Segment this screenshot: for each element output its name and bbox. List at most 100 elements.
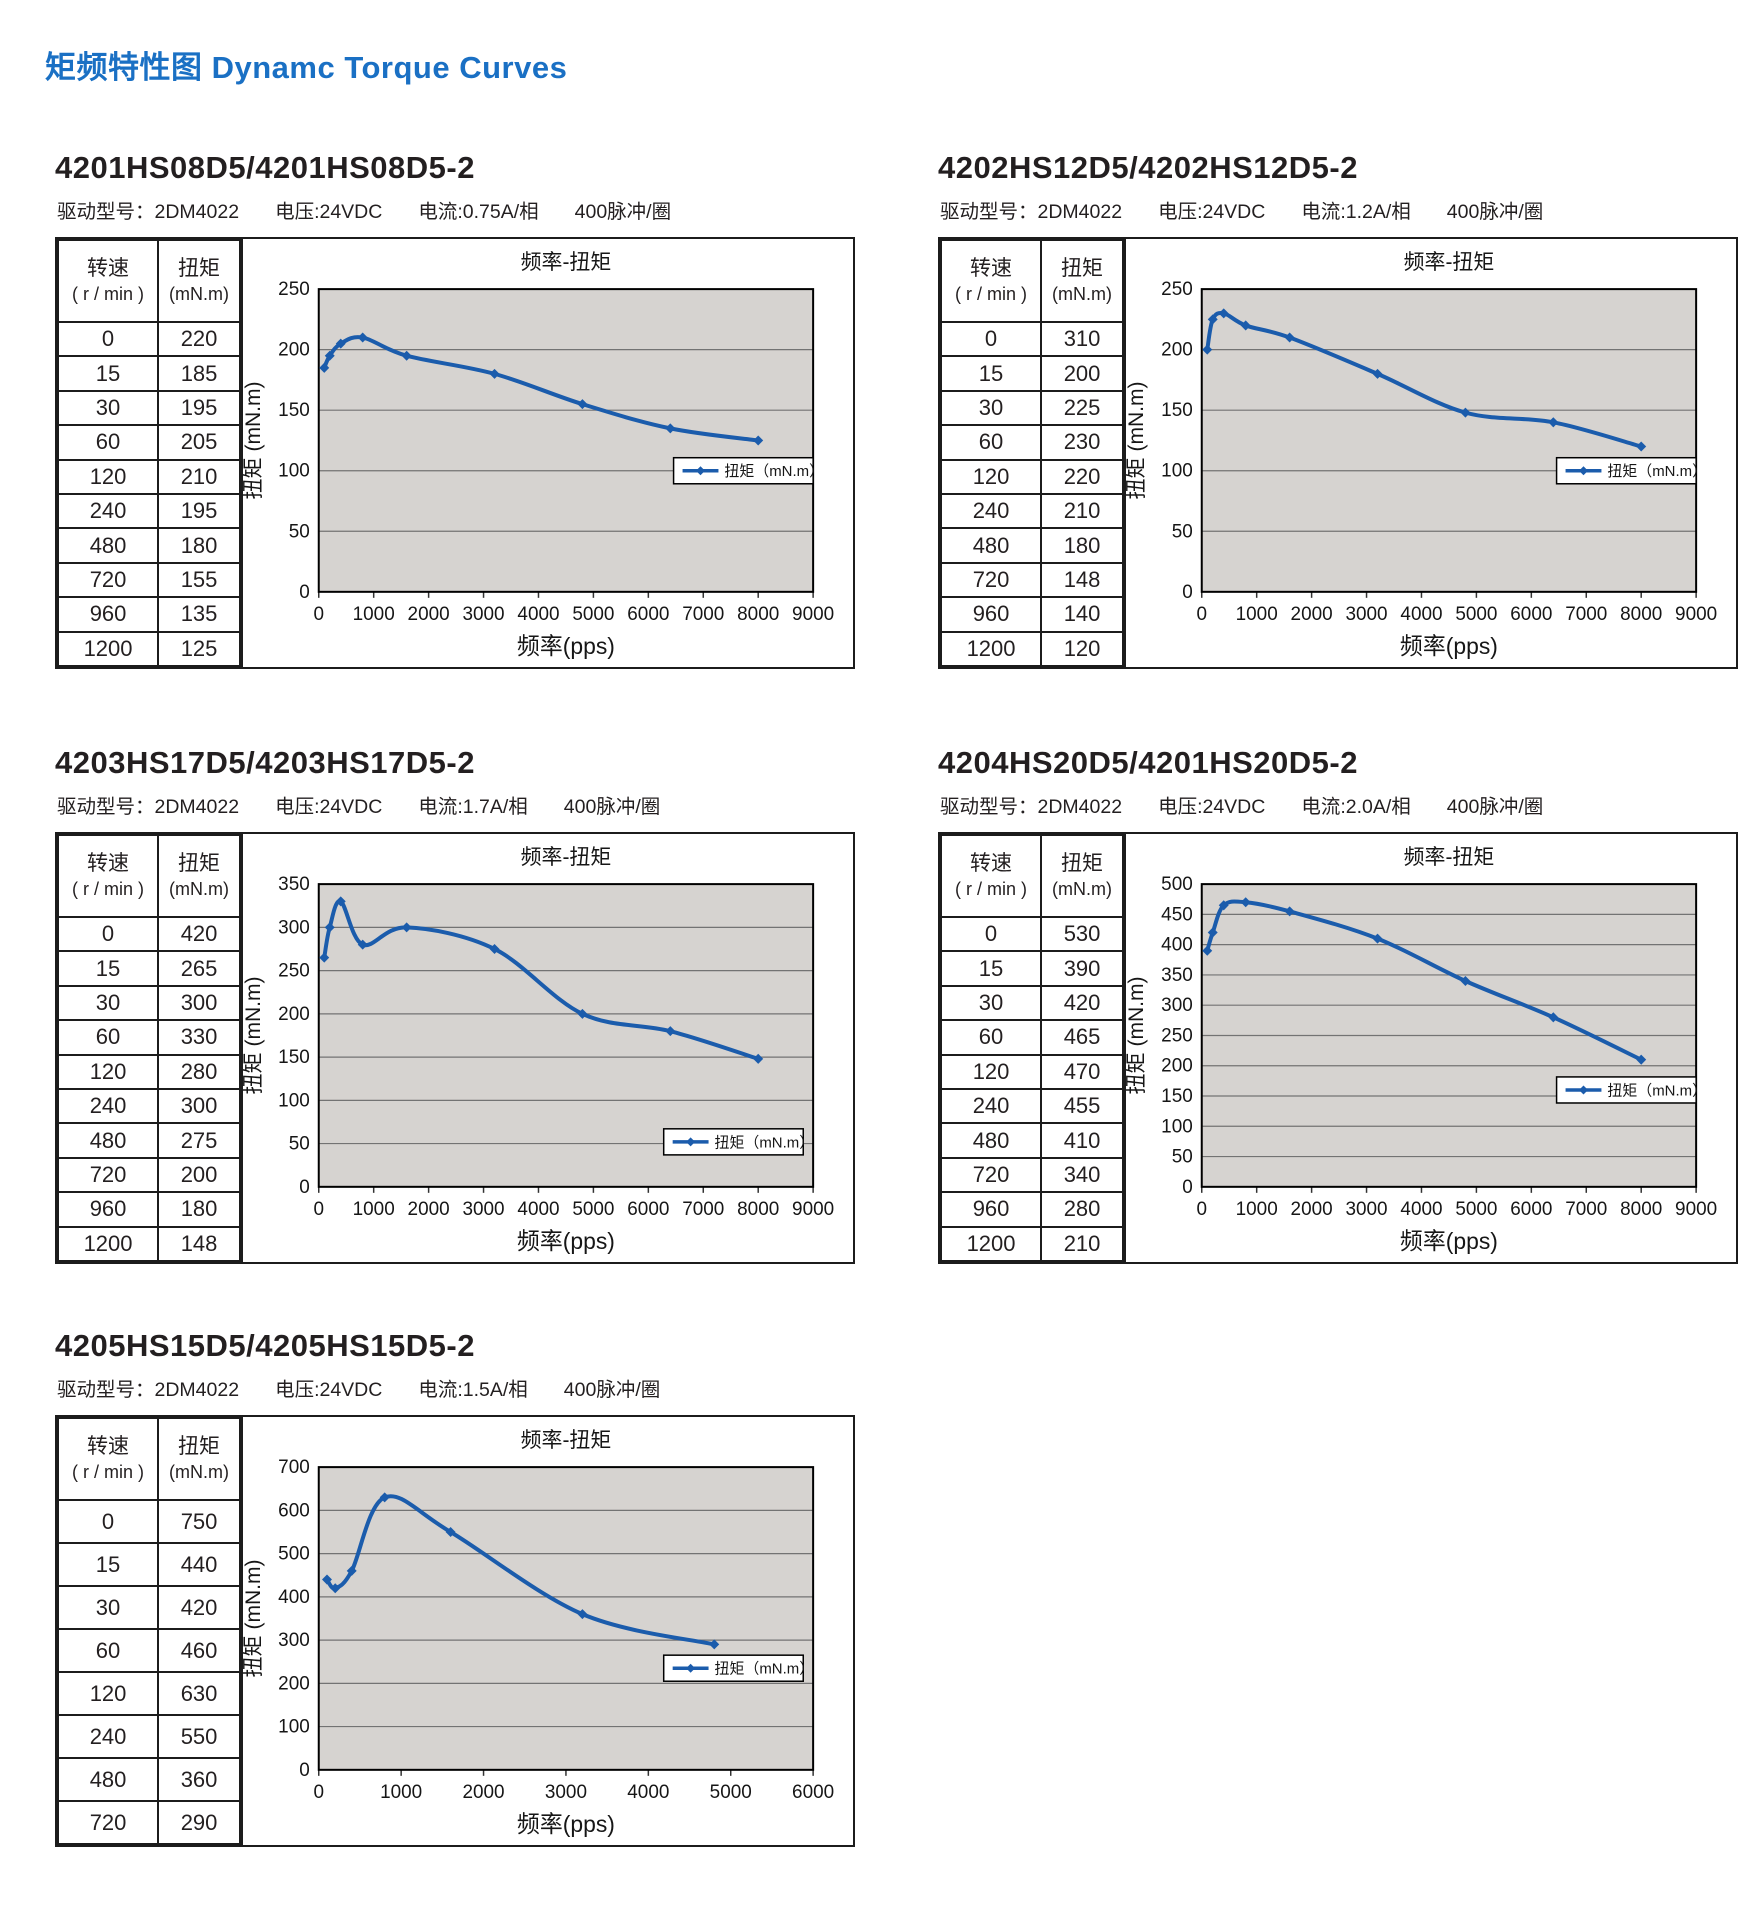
y-tick-label: 250	[1161, 279, 1193, 300]
table-row: 720 200	[56, 1156, 241, 1194]
chart-area: 频率-扭矩 0 50 100 150 200 250 0 1000 2000 3000 4000 500…	[243, 239, 853, 667]
speed-cell: 1200	[939, 630, 1043, 668]
x-tick-label: 3000	[545, 1782, 587, 1803]
table-row: 240 300	[56, 1087, 241, 1125]
x-axis-label: 频率(pps)	[1400, 1228, 1498, 1254]
pulses-per-rev: 400脉冲/圈	[574, 201, 672, 223]
section-title: 4205HS15D5/4205HS15D5-2	[55, 1328, 475, 1363]
spec-table: 转速( r / min ) 扭矩 (mN.m) 0 420 15 265 30 300 60 3…	[56, 834, 241, 1263]
x-tick-label: 8000	[737, 1199, 779, 1220]
table-row: 30 225	[939, 389, 1124, 427]
table-row: 240 455	[939, 1087, 1124, 1125]
chart-area: 频率-扭矩 0 50 100 150 200 250 300 350 0 1000 2000 3000 4…	[243, 834, 853, 1262]
chart-legend: 扭矩（mN.m）	[662, 1654, 814, 1682]
motor-section-4201: 4201HS08D5/4201HS08D5-2 驱动型号：2DM4022 电压:2…	[55, 150, 855, 669]
x-tick-label: 7000	[682, 1199, 724, 1220]
torque-cell: 290	[157, 1800, 241, 1845]
data-point-marker	[322, 1574, 332, 1585]
speed-cell: 480	[939, 1122, 1043, 1159]
spec-table-wrap: 转速( r / min ) 扭矩 (mN.m) 0 750 15 440 30 420 60 4…	[56, 1417, 243, 1845]
chart-area: 频率-扭矩 0 50 100 150 200 250 0 1000 2000 3000 4000 500…	[1126, 239, 1736, 667]
y-axis-label: 扭矩 (mN.m)	[243, 381, 265, 499]
x-tick-label: 3000	[462, 604, 504, 625]
spec-table-wrap: 转速( r / min ) 扭矩 (mN.m) 0 310 15 200 30 225 60 2…	[939, 239, 1126, 668]
torque-curve	[322, 335, 761, 443]
legend-label: 扭矩（mN.m）	[715, 1134, 815, 1151]
driver-model: 驱动型号：2DM4022	[57, 201, 240, 223]
spec-table: 转速( r / min ) 扭矩 (mN.m) 0 530 15 390 30 420 60 4…	[939, 834, 1124, 1263]
spec-table-body: 0 420 15 265 30 300 60 330 120 280 240 300 480 275 720…	[56, 915, 241, 1263]
table-row: 30 420	[56, 1585, 241, 1630]
data-point-marker	[489, 943, 500, 954]
table-row: 240 550	[56, 1714, 241, 1759]
chart-title: 频率-扭矩	[1404, 846, 1495, 869]
x-tick-label: 6000	[792, 1782, 834, 1803]
torque-cell: 195	[157, 389, 241, 427]
torque-cell: 120	[1040, 630, 1124, 668]
table-row: 720 148	[939, 561, 1124, 599]
data-point-marker	[1207, 927, 1218, 938]
x-tick-label: 9000	[1675, 1199, 1717, 1220]
data-point-marker	[324, 922, 335, 933]
table-row: 960 180	[56, 1191, 241, 1228]
x-tick-label: 4000	[627, 1782, 669, 1803]
data-point-marker	[753, 435, 764, 446]
speed-cell: 240	[56, 1714, 160, 1759]
x-axis-label: 频率(pps)	[517, 633, 615, 659]
x-tick-label: 1000	[353, 604, 395, 625]
x-tick-label: 1000	[1236, 604, 1278, 625]
x-tick-label: 8000	[737, 604, 779, 625]
torque-cell: 225	[1040, 389, 1124, 427]
spec-table: 转速( r / min ) 扭矩 (mN.m) 0 310 15 200 30 225 60 2…	[939, 239, 1124, 668]
speed-cell: 30	[56, 984, 160, 1022]
y-axis-label: 扭矩 (mN.m)	[1126, 976, 1148, 1094]
plot-border	[1200, 288, 1698, 593]
motor-section-4203: 4203HS17D5/4203HS17D5-2 驱动型号：2DM4022 电压:2…	[55, 745, 855, 1264]
table-row: 30 195	[56, 389, 241, 427]
spec-table-body: 0 220 15 185 30 195 60 205 120 210 240 195 480 180 720…	[56, 320, 241, 668]
torque-cell: 180	[157, 527, 241, 564]
speed-cell: 0	[56, 1499, 160, 1544]
data-point-marker	[1284, 906, 1295, 917]
speed-cell: 60	[939, 424, 1043, 461]
data-point-marker	[665, 1026, 676, 1037]
y-tick-label: 250	[278, 961, 310, 982]
y-tick-label: 600	[278, 1500, 310, 1521]
torque-cell: 330	[157, 1019, 241, 1056]
speed-cell: 30	[56, 1585, 160, 1630]
y-tick-label: 300	[278, 917, 310, 938]
torque-cell: 530	[1040, 915, 1124, 953]
chart-legend: 扭矩（mN.m）	[1555, 456, 1707, 485]
y-tick-label: 250	[278, 279, 310, 300]
current: 电流:1.2A/相	[1301, 201, 1411, 223]
x-tick-label: 7000	[682, 604, 724, 625]
table-row: 720 290	[56, 1800, 241, 1845]
torque-curve	[322, 899, 761, 1061]
x-tick-label: 7000	[1565, 1199, 1607, 1220]
pulses-per-rev: 400脉冲/圈	[563, 796, 661, 818]
speed-header: 转速( r / min )	[56, 1417, 160, 1501]
x-tick-label: 4000	[517, 1199, 559, 1220]
table-row: 120 630	[56, 1671, 241, 1716]
y-tick-label: 0	[299, 582, 310, 603]
y-tick-label: 400	[1161, 935, 1193, 956]
x-tick-label: 0	[313, 1199, 324, 1220]
torque-chart: 频率-扭矩 0 100 200 300 400 500 600 700 0 1000 2000 3000…	[243, 1429, 834, 1837]
x-axis-label: 频率(pps)	[517, 1811, 615, 1837]
table-row: 60 205	[56, 424, 241, 461]
torque-cell: 455	[1040, 1087, 1124, 1125]
y-tick-label: 350	[1161, 965, 1193, 986]
section-title: 4203HS17D5/4203HS17D5-2	[55, 745, 475, 780]
table-row: 15 390	[939, 950, 1124, 987]
data-point-marker	[489, 368, 500, 379]
data-point-marker	[1218, 900, 1229, 911]
section-subtitle: 驱动型号：2DM4022 电压:24VDC 电流:1.5A/相 400脉冲/圈	[57, 1373, 855, 1402]
table-row: 480 360	[56, 1757, 241, 1802]
x-tick-label: 1000	[1236, 1199, 1278, 1220]
torque-header: 扭矩 (mN.m)	[157, 834, 241, 918]
torque-cell: 210	[157, 458, 241, 495]
legend-label: 扭矩（mN.m）	[1607, 1082, 1707, 1099]
data-point-marker	[753, 1053, 764, 1064]
data-point-marker	[1460, 975, 1471, 986]
torque-chart: 频率-扭矩 0 50 100 150 200 250 0 1000 2000 3000 4000 500…	[1126, 251, 1717, 659]
